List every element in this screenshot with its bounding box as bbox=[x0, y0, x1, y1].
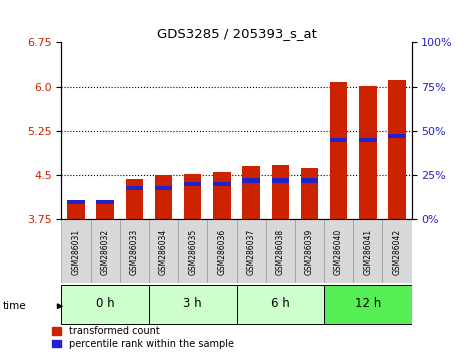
Text: GSM286033: GSM286033 bbox=[130, 229, 139, 275]
Bar bbox=[126, 185, 143, 190]
Text: GSM286040: GSM286040 bbox=[334, 229, 343, 275]
Text: GSM286038: GSM286038 bbox=[276, 229, 285, 275]
Bar bbox=[242, 166, 260, 219]
Bar bbox=[272, 178, 289, 183]
Bar bbox=[91, 219, 120, 283]
Bar bbox=[359, 138, 377, 142]
Bar bbox=[236, 285, 324, 324]
Bar bbox=[295, 219, 324, 283]
Text: 3 h: 3 h bbox=[184, 297, 202, 310]
Text: 0 h: 0 h bbox=[96, 297, 114, 310]
Text: GSM286031: GSM286031 bbox=[71, 229, 80, 275]
Bar bbox=[184, 182, 201, 186]
Text: 6 h: 6 h bbox=[271, 297, 289, 310]
Legend: transformed count, percentile rank within the sample: transformed count, percentile rank withi… bbox=[52, 326, 234, 349]
Bar bbox=[301, 168, 318, 219]
Text: GSM286041: GSM286041 bbox=[363, 229, 372, 275]
Bar bbox=[155, 175, 172, 219]
Bar bbox=[359, 86, 377, 219]
Bar bbox=[266, 219, 295, 283]
Bar bbox=[96, 204, 114, 219]
Bar bbox=[388, 134, 406, 138]
Bar bbox=[61, 285, 149, 324]
Text: 12 h: 12 h bbox=[355, 297, 381, 310]
Bar bbox=[301, 178, 318, 183]
Bar bbox=[178, 219, 207, 283]
Text: GSM286042: GSM286042 bbox=[393, 229, 402, 275]
Text: GSM286036: GSM286036 bbox=[218, 229, 227, 275]
Bar bbox=[382, 219, 412, 283]
Bar bbox=[324, 219, 353, 283]
Bar bbox=[96, 200, 114, 204]
Bar bbox=[213, 172, 231, 219]
Text: GSM286034: GSM286034 bbox=[159, 229, 168, 275]
Bar bbox=[272, 165, 289, 219]
Bar bbox=[61, 219, 91, 283]
Bar bbox=[353, 219, 382, 283]
Bar bbox=[120, 219, 149, 283]
Text: GSM286035: GSM286035 bbox=[188, 229, 197, 275]
Bar bbox=[184, 174, 201, 219]
Text: GSM286037: GSM286037 bbox=[246, 229, 255, 275]
Bar bbox=[236, 219, 266, 283]
Bar bbox=[67, 200, 85, 204]
Bar bbox=[242, 178, 260, 183]
Bar bbox=[149, 219, 178, 283]
Text: GSM286032: GSM286032 bbox=[101, 229, 110, 275]
Bar bbox=[207, 219, 236, 283]
Bar bbox=[330, 138, 347, 142]
Bar bbox=[67, 202, 85, 219]
Bar bbox=[330, 82, 347, 219]
Bar bbox=[126, 179, 143, 219]
Text: GSM286039: GSM286039 bbox=[305, 229, 314, 275]
Bar bbox=[149, 285, 236, 324]
Bar bbox=[213, 182, 231, 186]
Title: GDS3285 / 205393_s_at: GDS3285 / 205393_s_at bbox=[157, 27, 316, 40]
Bar bbox=[324, 285, 412, 324]
Bar bbox=[388, 80, 406, 219]
Bar bbox=[155, 185, 172, 190]
Text: time: time bbox=[2, 301, 26, 311]
